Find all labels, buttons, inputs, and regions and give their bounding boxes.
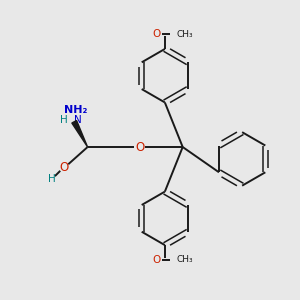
Text: CH₃: CH₃ <box>176 30 193 39</box>
Text: O: O <box>59 161 68 174</box>
Text: O: O <box>152 255 161 265</box>
Text: H: H <box>48 174 56 184</box>
Text: N: N <box>74 115 82 125</box>
Text: O: O <box>135 140 144 154</box>
Text: O: O <box>152 29 161 39</box>
Text: NH₂: NH₂ <box>64 106 87 116</box>
Polygon shape <box>72 121 88 147</box>
Text: H: H <box>60 115 68 125</box>
Text: CH₃: CH₃ <box>176 256 193 265</box>
